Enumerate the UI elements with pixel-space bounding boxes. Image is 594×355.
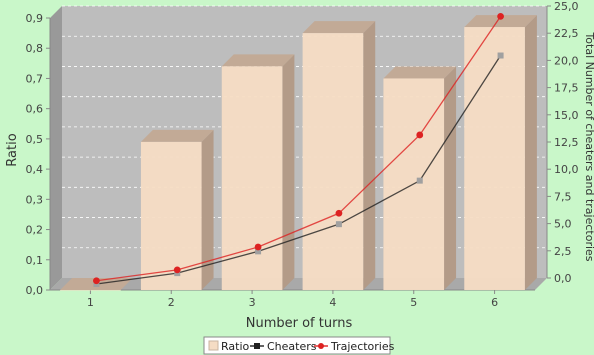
y-axis-left: 0,0 0,1 0,2 0,3 0,4 0,5 0,6 0,7 0,8 0,9: [26, 12, 51, 297]
x-tick-label: 6: [491, 296, 498, 309]
bar-top: [383, 66, 457, 79]
series-line: [96, 15, 502, 282]
bar-front: [302, 33, 364, 290]
y-tick-label: 0,1: [26, 254, 44, 267]
y-tick-label: 0,5: [26, 133, 44, 146]
y2-tick-label: 12,5: [554, 136, 579, 149]
y-tick-label: 0,0: [26, 284, 44, 297]
legend-item-cheaters: Cheaters: [250, 340, 317, 353]
y2-tick-label: 20,0: [554, 54, 579, 67]
legend-label: Ratio: [221, 340, 250, 353]
bar-front: [60, 290, 121, 291]
y-tick-label: 0,9: [26, 12, 44, 25]
bar-side: [363, 21, 376, 290]
bar-side: [201, 129, 214, 290]
bar-top: [140, 129, 214, 142]
y-axis-title: Ratio: [5, 133, 20, 166]
series-trajectories: [93, 12, 504, 285]
point-marker: [173, 266, 181, 274]
bar-top: [464, 15, 537, 28]
plot-left-wall: [50, 6, 62, 290]
bar-ratio: [464, 15, 537, 291]
point-marker: [416, 177, 423, 184]
y2-tick-label: 10,0: [554, 163, 579, 176]
y-axis-right: 0,0 2,5 5,0 7,5 10,0 12,5 15,0 17,5 20,0 22,5 25,0: [546, 0, 579, 285]
y2-tick-label: 2,5: [554, 245, 572, 258]
y2-tick-label: 0,0: [554, 272, 572, 285]
x-tick-label: 4: [329, 296, 336, 309]
legend-item-ratio: Ratio: [208, 340, 250, 353]
y-tick-label: 0,7: [26, 72, 44, 85]
bar-side: [282, 54, 295, 290]
bar-top: [221, 54, 295, 67]
bar-front: [221, 66, 283, 290]
point-marker: [335, 221, 342, 228]
x-axis: 1 2 3 4 5 6: [50, 289, 535, 309]
y2-axis-title: Total Number of cheaters and trajectorie…: [583, 31, 594, 261]
legend: Ratio Cheaters Trajectories: [203, 336, 395, 355]
y-tick-label: 0,8: [26, 42, 44, 55]
legend-label: Cheaters: [267, 340, 317, 353]
y2-tick-label: 15,0: [554, 109, 579, 122]
x-tick-label: 5: [410, 296, 417, 309]
y2-tick-label: 22,5: [554, 27, 579, 40]
y-tick-label: 0,6: [26, 103, 44, 116]
legend-label: Trajectories: [330, 340, 395, 353]
y-tick-label: 0,3: [26, 193, 44, 206]
bar-top: [302, 21, 376, 34]
legend-box: [203, 336, 391, 355]
legend-swatch: [208, 340, 219, 351]
y-tick-label: 0,4: [26, 163, 44, 176]
y2-tick-label: 25,0: [554, 0, 579, 13]
bar-side: [444, 66, 457, 290]
point-marker: [93, 277, 100, 285]
point-marker: [255, 248, 262, 255]
legend-item-trajectories: Trajectories: [314, 340, 395, 353]
x-tick-label: 1: [87, 296, 94, 309]
point-marker: [335, 209, 343, 217]
x-axis-title: Number of turns: [246, 316, 353, 331]
y2-tick-label: 5,0: [554, 218, 572, 231]
point-marker: [416, 131, 424, 139]
bar-side: [524, 15, 537, 290]
y-tick-label: 0,2: [26, 224, 44, 237]
series-line: [96, 55, 502, 285]
y2-tick-label: 7,5: [554, 190, 572, 203]
bar-front: [140, 141, 202, 290]
y2-tick-label: 17,5: [554, 82, 579, 95]
x-tick-label: 3: [249, 296, 256, 309]
legend-swatch-marker: [318, 343, 324, 349]
line-series: [93, 12, 504, 287]
point-marker: [497, 12, 504, 20]
legend-swatch-marker: [254, 343, 260, 349]
point-marker: [497, 52, 504, 59]
bar-front: [464, 27, 525, 291]
x-tick-label: 2: [168, 296, 175, 309]
bar-ratio: [302, 21, 376, 290]
point-marker: [254, 243, 262, 251]
